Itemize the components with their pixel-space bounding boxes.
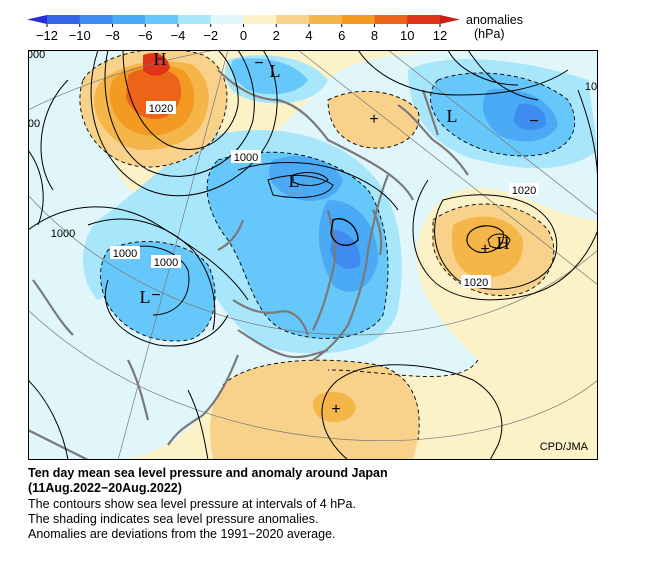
isobar-contours [28, 50, 598, 460]
minus-marker-w: − [151, 287, 160, 304]
contour-label-1000-w3: 1000 [51, 228, 75, 240]
contour-label-1000-w2: 1000 [113, 248, 137, 260]
colorbar-tick-labels: −12 −10 −8 −6 −4 −2 0 2 4 6 8 10 12 [36, 28, 447, 43]
contour-label-edge-l: 00 [28, 118, 40, 130]
pressure-centers: H L L L L H [140, 50, 510, 307]
colorbar-tick-label: −2 [203, 28, 218, 43]
plus-marker-east: + [480, 241, 489, 258]
contour-label-1020-se: 1020 [464, 277, 488, 289]
caption-period: (11Aug.2022−20Aug.2022) [28, 481, 182, 495]
colorbar-arrow-right [440, 15, 460, 24]
colorbar-tick-label: −6 [138, 28, 153, 43]
colorbar-swatch [47, 15, 81, 24]
caption-title: Ten day mean sea level pressure and anom… [28, 466, 388, 480]
caption-line-2: The shading indicates sea level pressure… [28, 512, 319, 526]
high-marker-nw: H [154, 50, 167, 69]
contour-label-1000-center: 1000 [234, 152, 258, 164]
low-marker-ne: L [447, 106, 458, 126]
contour-labels: 1020 1000 1020 1020 1000 1000 1000 000 0… [28, 50, 597, 289]
colorbar-unit: (hPa) [474, 27, 505, 41]
contour-label-edge-tl: 000 [28, 50, 45, 61]
map-frame [28, 50, 598, 460]
anomaly-centers: − − − + + + [151, 55, 538, 418]
colorbar-tick-label: 12 [433, 28, 447, 43]
minus-marker-ne: − [529, 113, 538, 130]
caption-line-1: The contours show sea level pressure at … [28, 497, 356, 511]
caption-line-3: Anomalies are deviations from the 1991−2… [28, 527, 336, 541]
colorbar-tick-label: 0 [240, 28, 247, 43]
anomaly-colorbar: −12 −10 −8 −6 −4 −2 0 2 4 6 8 10 12 anomalies (hPa) [27, 13, 523, 43]
colorbar-swatch [112, 15, 146, 24]
colorbar-arrow-left [27, 15, 47, 24]
colorbar-tick-label: −10 [69, 28, 91, 43]
pressure-anomaly-map: 1020 1000 1020 1020 1000 1000 1000 000 0… [28, 50, 598, 460]
colorbar-tick-label: 8 [371, 28, 378, 43]
colorbar-swatch [341, 15, 375, 24]
colorbar-tick-label: 10 [400, 28, 414, 43]
plus-marker-center: + [369, 111, 378, 128]
colorbar-swatch [407, 15, 441, 24]
contour-label-1020-nw: 1020 [149, 103, 173, 115]
minus-marker-n: − [254, 55, 263, 72]
colorbar-swatch [309, 15, 343, 24]
colorbar-swatch [178, 15, 212, 24]
low-marker-center: L [289, 171, 300, 191]
colorbar-tick-label: −4 [171, 28, 186, 43]
colorbar-unit-label: anomalies [466, 13, 523, 27]
colorbar-tick-label: −8 [105, 28, 120, 43]
coastlines [28, 69, 469, 460]
contour-label-edge-r: 10 [585, 81, 597, 93]
colorbar-tick-label: 4 [305, 28, 312, 43]
colorbar-swatch [374, 15, 408, 24]
anomaly-contours [79, 50, 576, 441]
colorbar-tick-label: 2 [273, 28, 280, 43]
colorbar-tick-label: −12 [36, 28, 58, 43]
colorbar-swatch [79, 15, 113, 24]
plus-marker-south: + [331, 401, 340, 418]
contour-label-1000-west: 1000 [154, 257, 178, 269]
colorbar-swatch [243, 15, 277, 24]
contour-label-box [146, 101, 176, 114]
graticule [28, 50, 598, 460]
colorbar-tick-label: 6 [338, 28, 345, 43]
colorbar-swatch [145, 15, 179, 24]
low-marker-west: L [140, 287, 151, 307]
low-marker-n: L [270, 61, 281, 81]
colorbar-swatch [210, 15, 244, 24]
high-marker-east: H [497, 233, 510, 253]
colorbar-swatch [276, 15, 310, 24]
contour-label-1020-east: 1020 [512, 185, 536, 197]
colorbar-swatches [27, 15, 460, 27]
map-credit: CPD/JMA [540, 441, 589, 453]
